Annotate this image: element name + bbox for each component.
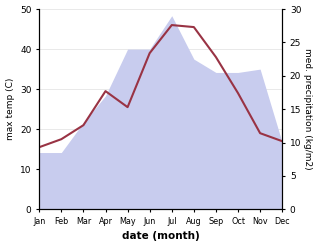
Y-axis label: max temp (C): max temp (C) xyxy=(5,78,15,140)
X-axis label: date (month): date (month) xyxy=(122,231,200,242)
Y-axis label: med. precipitation (kg/m2): med. precipitation (kg/m2) xyxy=(303,48,313,170)
